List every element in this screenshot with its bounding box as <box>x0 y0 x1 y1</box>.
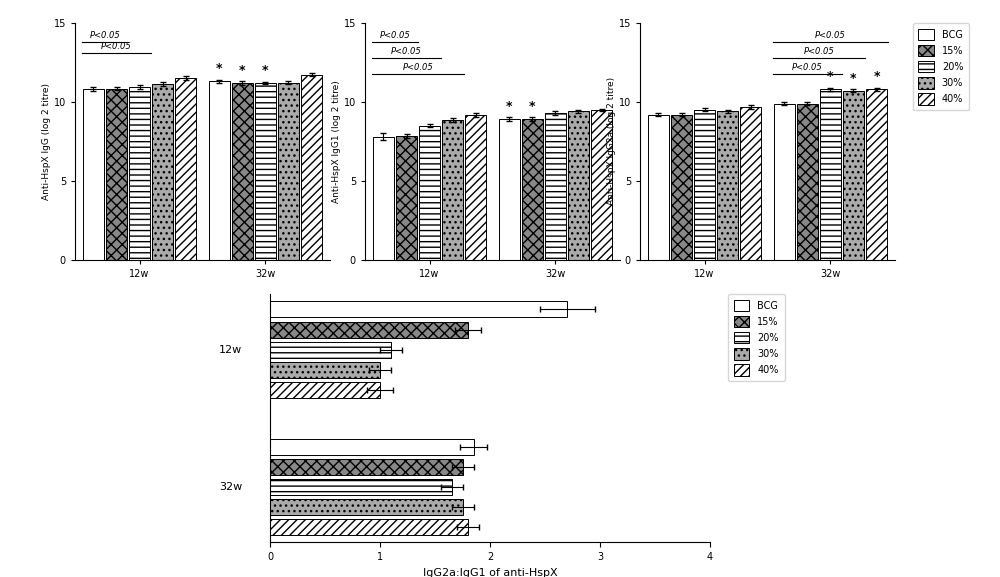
Bar <box>591 110 612 260</box>
Bar <box>83 89 104 260</box>
Bar <box>465 115 486 260</box>
Y-axis label: Anti-HspX IgG2a (log 2 titre): Anti-HspX IgG2a (log 2 titre) <box>607 77 616 205</box>
Text: P<0.05: P<0.05 <box>90 31 120 40</box>
Bar <box>270 439 474 455</box>
Bar <box>568 111 589 260</box>
Bar <box>419 126 440 260</box>
Text: 12w: 12w <box>219 344 242 355</box>
Bar <box>270 519 468 535</box>
Bar <box>175 78 196 260</box>
Bar <box>820 89 841 260</box>
Bar <box>106 88 127 260</box>
Bar <box>270 459 462 475</box>
Bar <box>152 84 173 260</box>
Bar <box>866 89 887 260</box>
Bar <box>797 103 818 260</box>
Bar <box>278 83 299 260</box>
Legend: BCG, 15%, 20%, 30%, 40%: BCG, 15%, 20%, 30%, 40% <box>728 294 785 381</box>
Bar <box>270 382 380 398</box>
Bar <box>301 75 322 260</box>
Bar <box>694 110 715 260</box>
Text: *: * <box>529 100 536 113</box>
Bar <box>129 87 150 260</box>
Y-axis label: Anti-HspX IgG1 (log 2 titre): Anti-HspX IgG1 (log 2 titre) <box>332 80 341 203</box>
Bar <box>717 111 738 260</box>
Bar <box>270 301 567 317</box>
Bar <box>499 119 520 260</box>
Text: 32w: 32w <box>219 482 242 492</box>
Bar <box>843 91 864 260</box>
Bar <box>442 120 463 260</box>
Bar <box>545 113 566 260</box>
Bar <box>740 107 761 260</box>
Bar <box>270 342 391 358</box>
Bar <box>671 115 692 260</box>
X-axis label: IgG2a:IgG1 of anti-HspX: IgG2a:IgG1 of anti-HspX <box>423 568 557 577</box>
Text: P<0.05: P<0.05 <box>815 31 846 40</box>
Bar <box>255 83 276 260</box>
Text: P<0.05: P<0.05 <box>391 47 422 56</box>
Text: P<0.05: P<0.05 <box>380 31 410 40</box>
Text: *: * <box>239 63 246 77</box>
Legend: BCG, 15%, 20%, 30%, 40%: BCG, 15%, 20%, 30%, 40% <box>913 23 969 110</box>
Text: *: * <box>506 100 513 113</box>
Bar <box>270 321 468 338</box>
Bar <box>270 362 380 378</box>
Text: *: * <box>216 62 223 75</box>
Text: P<0.05: P<0.05 <box>403 63 433 72</box>
Text: P<0.05: P<0.05 <box>792 63 823 72</box>
Bar <box>270 479 452 495</box>
Text: *: * <box>873 70 880 83</box>
Text: P<0.05: P<0.05 <box>101 43 132 51</box>
Text: *: * <box>827 70 834 83</box>
Text: P<0.05: P<0.05 <box>804 47 834 56</box>
Bar <box>774 103 795 260</box>
Bar <box>522 119 543 260</box>
Bar <box>232 83 253 260</box>
Bar <box>373 137 394 260</box>
Bar <box>648 115 669 260</box>
Text: *: * <box>850 72 857 85</box>
Bar <box>270 499 462 515</box>
Bar <box>396 136 417 260</box>
Y-axis label: Anti-HspX IgG (log 2 titre): Anti-HspX IgG (log 2 titre) <box>42 83 51 200</box>
Bar <box>209 81 230 260</box>
Text: *: * <box>262 64 269 77</box>
